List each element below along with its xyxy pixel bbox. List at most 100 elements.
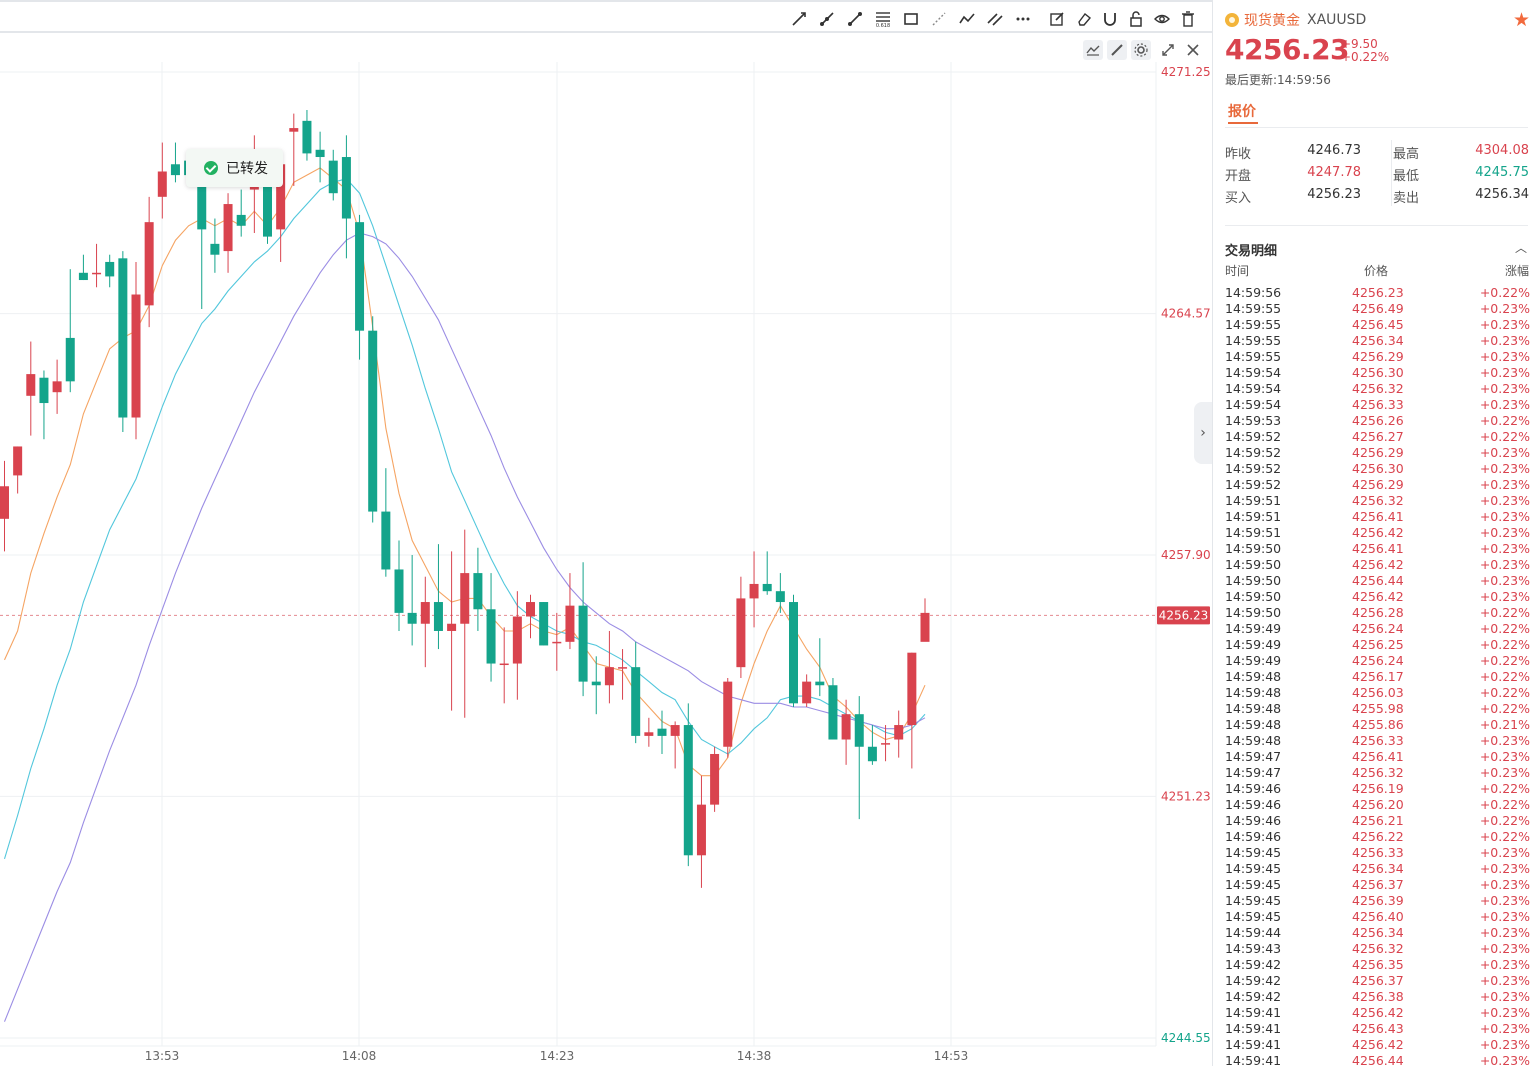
trade-change: +0.23% [1479, 893, 1530, 908]
trade-time: 14:59:51 [1225, 509, 1282, 524]
lock-icon[interactable] [1127, 10, 1145, 28]
tab-quote[interactable]: 报价 [1228, 104, 1256, 120]
moving-average-line [3, 232, 926, 1022]
candle-body [683, 725, 693, 856]
trades-list[interactable]: 14:59:56 4256.23 +0.22% 14:59:55 4256.49 +0.2… [1225, 285, 1530, 1066]
favorite-star-icon[interactable]: ★ [1512, 9, 1530, 31]
check-circle-icon [204, 161, 218, 175]
trade-change: +0.23% [1479, 301, 1530, 316]
candle-body [473, 573, 483, 610]
trade-price: 4256.42 [1352, 1037, 1404, 1052]
trade-time: 14:59:41 [1225, 1005, 1282, 1020]
trade-change: +0.22% [1479, 653, 1530, 668]
ask-value: 4256.34 [1475, 187, 1529, 202]
pencil-icon[interactable] [1107, 40, 1127, 60]
trade-row: 14:59:51 4256.41 +0.23% [1225, 509, 1530, 525]
trade-price: 4256.42 [1352, 525, 1404, 540]
trade-change: +0.23% [1479, 1053, 1530, 1066]
trade-price: 4256.40 [1352, 909, 1404, 924]
trade-row: 14:59:51 4256.42 +0.23% [1225, 525, 1530, 541]
high-label: 最高 [1393, 147, 1420, 162]
delete-icon[interactable] [1179, 10, 1197, 28]
trade-price: 4256.41 [1352, 541, 1404, 556]
trade-row: 14:59:42 4256.37 +0.23% [1225, 973, 1530, 989]
candle-body [39, 377, 49, 404]
eraser-icon[interactable] [1075, 10, 1093, 28]
trade-change: +0.23% [1479, 925, 1530, 940]
trade-row: 14:59:54 4256.32 +0.23% [1225, 381, 1530, 397]
x-axis-tick-label: 14:38 [737, 1049, 772, 1063]
candle-body [539, 602, 549, 646]
trade-row: 14:59:42 4256.35 +0.23% [1225, 957, 1530, 973]
candle-body [710, 753, 720, 805]
trade-row: 14:59:52 4256.30 +0.23% [1225, 461, 1530, 477]
expand-icon[interactable] [1158, 40, 1178, 60]
close-icon[interactable] [1183, 40, 1203, 60]
trade-time: 14:59:50 [1225, 557, 1282, 572]
chart-area[interactable]: 4271.25 4264.57 4257.90 4251.23 4244.55 4256.… [0, 0, 1212, 1066]
rectangle-icon[interactable] [902, 10, 920, 28]
fibonacci-icon[interactable]: 0.618 [874, 10, 892, 29]
candlestick-chart[interactable]: 4271.25 4264.57 4257.90 4251.23 4244.55 4256.… [0, 0, 1212, 1066]
trade-change: +0.22% [1479, 621, 1530, 636]
toast-text: 已转发 [226, 161, 268, 177]
y-axis-tick-label: 4257.90 [1161, 548, 1211, 562]
polyline-icon[interactable] [958, 10, 976, 28]
candle-body [341, 157, 351, 219]
candle-body [854, 714, 864, 747]
visibility-icon[interactable] [1153, 10, 1171, 28]
candle-body [26, 374, 36, 396]
trade-change: +0.22% [1479, 285, 1530, 300]
collapse-panel-handle[interactable]: › [1194, 402, 1212, 464]
trade-price: 4256.32 [1352, 765, 1404, 780]
candle-body [394, 569, 404, 613]
trade-row: 14:59:43 4256.32 +0.23% [1225, 941, 1530, 957]
open-value: 4247.78 [1307, 165, 1361, 180]
trade-time: 14:59:43 [1225, 941, 1282, 956]
trade-price: 4256.27 [1352, 429, 1404, 444]
forwarded-toast: 已转发 [186, 149, 283, 187]
x-axis-tick-label: 13:53 [145, 1049, 180, 1063]
quote-panel: 现货黄金 XAUUSD ★ 4256.23 +9.50 +0.22% 最后更新:… [1213, 0, 1540, 1066]
trend-line-icon[interactable] [790, 10, 808, 28]
candle-body [644, 732, 654, 736]
trade-change: +0.23% [1479, 541, 1530, 556]
gold-coin-icon [1225, 13, 1239, 27]
divider [1225, 127, 1528, 128]
trade-row: 14:59:52 4256.29 +0.23% [1225, 477, 1530, 493]
trade-price: 4256.20 [1352, 797, 1404, 812]
trade-time: 14:59:54 [1225, 397, 1282, 412]
chevron-up-icon[interactable]: ︿ [1514, 241, 1527, 255]
trade-time: 14:59:52 [1225, 445, 1282, 460]
more-icon[interactable] [1014, 10, 1032, 28]
trade-change: +0.22% [1479, 669, 1530, 684]
trade-time: 14:59:49 [1225, 653, 1282, 668]
trade-time: 14:59:44 [1225, 925, 1282, 940]
trade-time: 14:59:55 [1225, 333, 1282, 348]
trade-change: +0.23% [1479, 509, 1530, 524]
candle-body [762, 583, 772, 592]
edit-icon[interactable] [1048, 10, 1066, 28]
trade-change: +0.22% [1479, 413, 1530, 428]
settings-icon[interactable] [1131, 40, 1151, 60]
candle-body [802, 681, 812, 704]
change-percent: +0.22% [1341, 50, 1390, 64]
y-axis-tick-label: 4251.23 [1161, 789, 1211, 803]
trade-change: +0.23% [1479, 1037, 1530, 1052]
candle-body [736, 598, 746, 668]
trade-time: 14:59:41 [1225, 1037, 1282, 1052]
magnet-icon[interactable] [1101, 10, 1119, 28]
indicator-icon[interactable] [1083, 40, 1103, 60]
segment-icon[interactable] [846, 10, 864, 28]
candle-body [775, 591, 785, 603]
candle-body [433, 602, 443, 631]
arrow-icon[interactable] [930, 10, 948, 28]
trade-row: 14:59:49 4256.24 +0.22% [1225, 621, 1530, 637]
trade-price: 4255.98 [1352, 701, 1404, 716]
trade-row: 14:59:48 4255.98 +0.22% [1225, 701, 1530, 717]
trade-change: +0.23% [1479, 493, 1530, 508]
trade-price: 4256.39 [1352, 893, 1404, 908]
y-axis-tick-label: 4244.55 [1161, 1031, 1211, 1045]
ray-icon[interactable] [818, 10, 836, 28]
parallel-channel-icon[interactable] [986, 10, 1004, 28]
